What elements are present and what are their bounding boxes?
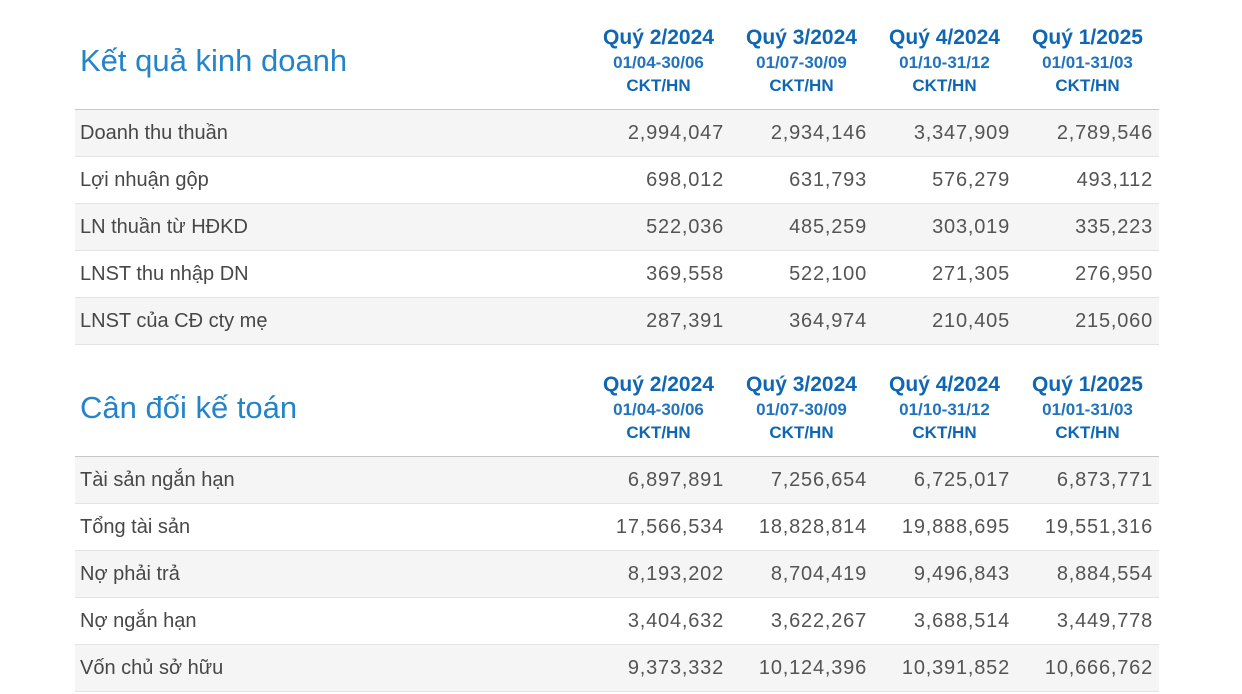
- value-cell: 8,884,554: [1056, 562, 1153, 585]
- value-cell: 276,950: [1075, 262, 1153, 285]
- period-label: 01/10-31/12: [899, 400, 990, 419]
- table-row-parent-shareholder-profit: LNST của CĐ cty mẹ 287,391 364,974 210,4…: [75, 298, 1159, 345]
- audit-status-label: CKT/HN: [769, 76, 834, 95]
- table-row-total-assets: Tổng tài sản 17,566,534 18,828,814 19,88…: [75, 504, 1159, 551]
- column-header-q1-2025: Quý 1/2025 01/01-31/03 CKT/HN: [1016, 25, 1159, 97]
- value-cell: 9,373,332: [627, 656, 724, 679]
- audit-status-label: CKT/HN: [1055, 76, 1120, 95]
- period-label: 01/04-30/06: [613, 400, 704, 419]
- column-header-q4-2024: Quý 4/2024 01/10-31/12 CKT/HN: [873, 25, 1016, 97]
- value-cell: 210,405: [932, 309, 1010, 332]
- value-cell: 287,391: [646, 309, 724, 332]
- row-label: Tài sản ngắn hạn: [80, 468, 235, 491]
- value-cell: 19,551,316: [1044, 515, 1153, 538]
- income-statement-table: Kết quả kinh doanh Quý 2/2024 01/04-30/0…: [75, 25, 1159, 345]
- audit-status-label: CKT/HN: [769, 423, 834, 442]
- section-title-income-statement: Kết quả kinh doanh: [80, 43, 348, 78]
- period-label: 01/04-30/06: [613, 53, 704, 72]
- period-label: 01/10-31/12: [899, 53, 990, 72]
- audit-status-label: CKT/HN: [1055, 423, 1120, 442]
- period-label: 01/01-31/03: [1042, 400, 1133, 419]
- audit-status-label: CKT/HN: [912, 76, 977, 95]
- value-cell: 369,558: [646, 262, 724, 285]
- value-cell: 18,828,814: [758, 515, 867, 538]
- quarter-label: Quý 3/2024: [746, 373, 857, 396]
- value-cell: 485,259: [789, 215, 867, 238]
- value-cell: 493,112: [1076, 168, 1153, 191]
- value-cell: 6,897,891: [627, 468, 724, 491]
- row-label: Nợ ngắn hạn: [80, 609, 197, 632]
- value-cell: 8,704,419: [770, 562, 867, 585]
- balance-sheet-table: Cân đối kế toán Quý 2/2024 01/04-30/06 C…: [75, 372, 1159, 692]
- table-header-row: Cân đối kế toán Quý 2/2024 01/04-30/06 C…: [75, 372, 1159, 457]
- value-cell: 10,666,762: [1044, 656, 1153, 679]
- quarter-label: Quý 1/2025: [1032, 26, 1143, 49]
- value-cell: 364,974: [789, 309, 867, 332]
- column-header-q4-2024: Quý 4/2024 01/10-31/12 CKT/HN: [873, 372, 1016, 444]
- column-header-q2-2024: Quý 2/2024 01/04-30/06 CKT/HN: [587, 372, 730, 444]
- column-header-q3-2024: Quý 3/2024 01/07-30/09 CKT/HN: [730, 372, 873, 444]
- audit-status-label: CKT/HN: [626, 76, 691, 95]
- value-cell: 522,036: [646, 215, 724, 238]
- period-label: 01/07-30/09: [756, 400, 847, 419]
- row-label: LN thuần từ HĐKD: [80, 215, 248, 238]
- table-row-net-revenue: Doanh thu thuần 2,994,047 2,934,146 3,34…: [75, 110, 1159, 157]
- value-cell: 3,688,514: [913, 609, 1010, 632]
- value-cell: 7,256,654: [770, 468, 867, 491]
- value-cell: 335,223: [1075, 215, 1153, 238]
- value-cell: 6,725,017: [913, 468, 1010, 491]
- value-cell: 19,888,695: [901, 515, 1010, 538]
- quarter-label: Quý 4/2024: [889, 373, 1000, 396]
- value-cell: 271,305: [932, 262, 1010, 285]
- row-label: LNST thu nhập DN: [80, 262, 249, 285]
- value-cell: 3,347,909: [913, 121, 1010, 144]
- value-cell: 10,124,396: [758, 656, 867, 679]
- row-label: LNST của CĐ cty mẹ: [80, 309, 268, 332]
- value-cell: 576,279: [932, 168, 1010, 191]
- value-cell: 2,934,146: [770, 121, 867, 144]
- period-label: 01/07-30/09: [756, 53, 847, 72]
- section-title-balance-sheet: Cân đối kế toán: [80, 390, 298, 425]
- value-cell: 9,496,843: [913, 562, 1010, 585]
- value-cell: 698,012: [646, 168, 724, 191]
- quarter-label: Quý 2/2024: [603, 26, 714, 49]
- column-header-q1-2025: Quý 1/2025 01/01-31/03 CKT/HN: [1016, 372, 1159, 444]
- value-cell: 3,622,267: [770, 609, 867, 632]
- row-label: Lợi nhuận gộp: [80, 168, 209, 191]
- value-cell: 631,793: [789, 168, 867, 191]
- table-row-owners-equity: Vốn chủ sở hữu 9,373,332 10,124,396 10,3…: [75, 645, 1159, 692]
- quarter-label: Quý 2/2024: [603, 373, 714, 396]
- table-row-profit-after-tax: LNST thu nhập DN 369,558 522,100 271,305…: [75, 251, 1159, 298]
- table-header-row: Kết quả kinh doanh Quý 2/2024 01/04-30/0…: [75, 25, 1159, 110]
- quarter-label: Quý 3/2024: [746, 26, 857, 49]
- column-header-q3-2024: Quý 3/2024 01/07-30/09 CKT/HN: [730, 25, 873, 97]
- row-label: Doanh thu thuần: [80, 121, 228, 144]
- audit-status-label: CKT/HN: [626, 423, 691, 442]
- row-label: Nợ phải trả: [80, 562, 180, 585]
- value-cell: 10,391,852: [901, 656, 1010, 679]
- column-header-q2-2024: Quý 2/2024 01/04-30/06 CKT/HN: [587, 25, 730, 97]
- quarter-label: Quý 1/2025: [1032, 373, 1143, 396]
- value-cell: 8,193,202: [627, 562, 724, 585]
- table-row-operating-profit: LN thuần từ HĐKD 522,036 485,259 303,019…: [75, 204, 1159, 251]
- value-cell: 17,566,534: [615, 515, 724, 538]
- table-row-current-liabilities: Nợ ngắn hạn 3,404,632 3,622,267 3,688,51…: [75, 598, 1159, 645]
- quarter-label: Quý 4/2024: [889, 26, 1000, 49]
- period-label: 01/01-31/03: [1042, 53, 1133, 72]
- table-row-total-liabilities: Nợ phải trả 8,193,202 8,704,419 9,496,84…: [75, 551, 1159, 598]
- row-label: Vốn chủ sở hữu: [80, 656, 224, 679]
- value-cell: 2,789,546: [1056, 121, 1153, 144]
- value-cell: 3,449,778: [1056, 609, 1153, 632]
- table-row-current-assets: Tài sản ngắn hạn 6,897,891 7,256,654 6,7…: [75, 457, 1159, 504]
- row-label: Tổng tài sản: [80, 515, 191, 538]
- value-cell: 303,019: [932, 215, 1010, 238]
- value-cell: 6,873,771: [1056, 468, 1153, 491]
- audit-status-label: CKT/HN: [912, 423, 977, 442]
- table-row-gross-profit: Lợi nhuận gộp 698,012 631,793 576,279 49…: [75, 157, 1159, 204]
- value-cell: 522,100: [789, 262, 867, 285]
- value-cell: 2,994,047: [627, 121, 724, 144]
- value-cell: 3,404,632: [627, 609, 724, 632]
- value-cell: 215,060: [1075, 309, 1153, 332]
